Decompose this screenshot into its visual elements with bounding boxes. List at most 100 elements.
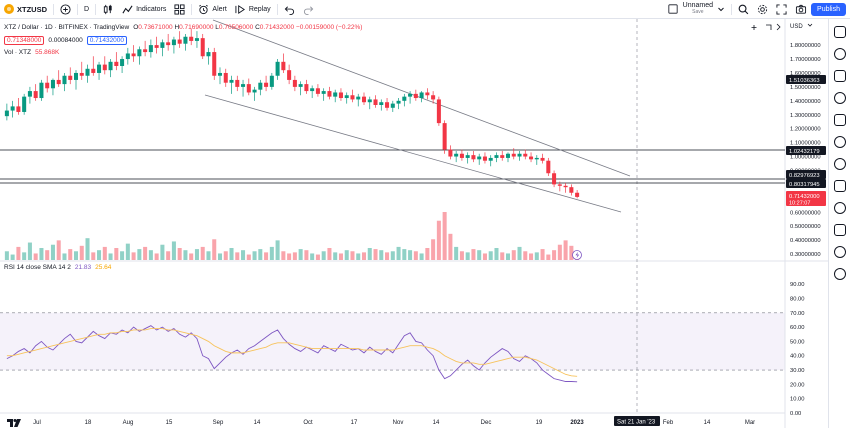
ideas-bulb-icon[interactable] — [833, 136, 846, 148]
candle-body — [327, 91, 332, 97]
candle-body — [120, 59, 125, 66]
volume-bar — [557, 244, 562, 260]
volume-bar — [419, 253, 424, 260]
sell-price-button[interactable]: 0.71348000 — [4, 36, 45, 45]
time-axis[interactable]: Jul 18 Aug 15 Sep 14 Oct 17 Nov 14 Dec 19 2023 Feb 14 M… — [33, 420, 755, 426]
layout-name-block: Unnamed Save — [683, 2, 713, 16]
data-window-icon[interactable] — [833, 70, 846, 82]
alerts-clock-icon[interactable] — [833, 48, 846, 60]
notifications-icon[interactable] — [833, 246, 846, 258]
interval-button[interactable]: D — [80, 0, 93, 19]
open-label: O — [133, 24, 139, 31]
publish-button[interactable]: Publish — [811, 2, 846, 16]
crosshair-time-label: Sat 21 Jan '23 — [617, 420, 656, 426]
candle-body — [102, 64, 107, 71]
symbol-search-button[interactable]: XTZUSD — [0, 0, 51, 19]
currency-label[interactable]: USD — [790, 24, 803, 30]
time-tick-label: 18 — [85, 420, 92, 426]
candle-body — [321, 91, 326, 94]
redo-button[interactable] — [299, 0, 318, 19]
candle-body — [269, 75, 274, 87]
price-tick-label: 1.30000000 — [790, 113, 821, 119]
rsi-label[interactable]: RSI 14 close SMA 14 2 — [4, 264, 71, 271]
divider — [77, 3, 78, 15]
candle-body — [500, 155, 505, 158]
volume-label[interactable]: Vol · XTZ — [4, 49, 32, 56]
legend-title[interactable]: XTZ / Dollar · 1D · BITFINEX · TradingVi… — [4, 24, 130, 31]
indicators-button[interactable]: Indicators — [118, 0, 170, 19]
divider — [191, 3, 193, 15]
divider — [731, 3, 733, 15]
tradingview-logo[interactable] — [7, 419, 21, 428]
chart-canvas[interactable]: 1.80000000 1.70000000 1.60000000 1.50000000… — [0, 19, 828, 428]
chat-icon[interactable] — [833, 158, 846, 170]
rsi-tick-label: 40.00 — [790, 354, 805, 360]
candle-body — [419, 92, 424, 99]
candle-body — [448, 149, 453, 157]
settings-button[interactable] — [753, 0, 772, 19]
scroll-down-arrow-icon[interactable] — [751, 25, 757, 30]
replay-label: Replay — [248, 5, 271, 13]
chart-area[interactable]: 1.80000000 1.70000000 1.60000000 1.50000000… — [0, 19, 828, 428]
layout-menu-button[interactable]: Unnamed Save — [664, 0, 729, 19]
templates-button[interactable] — [170, 0, 189, 19]
candle-body — [4, 110, 9, 117]
volume-bar — [315, 254, 320, 260]
volume-bar — [292, 252, 297, 260]
maximize-pane-icon[interactable] — [766, 24, 772, 30]
replay-button[interactable]: Replay — [231, 0, 275, 19]
candle-body — [85, 68, 90, 76]
rsi-axis[interactable]: 90.00 80.00 70.00 60.00 50.00 40.00 30.00 20.00… — [790, 282, 805, 417]
undo-button[interactable] — [280, 0, 299, 19]
candle-body — [390, 103, 395, 108]
volume-bar — [27, 242, 32, 260]
candle-body — [131, 53, 136, 57]
broadcast-icon[interactable] — [833, 202, 846, 214]
layout-status: Save — [692, 9, 704, 15]
chart-type-button[interactable] — [98, 0, 118, 19]
candle-body — [56, 79, 61, 85]
calendar-icon[interactable] — [833, 114, 846, 126]
rsi-tick-label: 50.00 — [790, 339, 805, 345]
volume-bar — [183, 250, 188, 260]
low-label: L — [215, 24, 219, 31]
volume-bar — [194, 249, 199, 260]
snapshot-button[interactable] — [791, 0, 811, 19]
channel-lower-trendline[interactable] — [204, 94, 622, 213]
candle-body — [235, 79, 240, 87]
volume-bar — [546, 254, 551, 260]
volume-bar — [402, 249, 407, 260]
price-label-level3: 0.82976923 — [789, 173, 820, 179]
candle-body — [252, 89, 257, 93]
help-icon[interactable] — [833, 268, 846, 280]
collapse-pane-icon[interactable] — [776, 23, 781, 31]
candle-body — [517, 153, 522, 157]
volume-bar — [97, 250, 102, 260]
volume-bar — [523, 251, 528, 260]
candle-body — [373, 99, 378, 105]
streams-icon[interactable] — [833, 180, 846, 192]
time-tick-label: 14 — [254, 420, 261, 426]
time-tick-label: 17 — [351, 420, 358, 426]
watchlist-icon[interactable] — [833, 26, 846, 38]
price-label-level4: 0.80317945 — [789, 182, 820, 188]
volume-bar — [488, 251, 493, 260]
volume-bar — [39, 248, 44, 260]
volume-bar — [50, 244, 55, 260]
rsi-tick-label: 0.00 — [790, 411, 801, 417]
fullscreen-button[interactable] — [772, 0, 791, 19]
buy-price-button[interactable]: 0.71432000 — [86, 36, 128, 45]
compare-symbol-button[interactable] — [56, 0, 75, 19]
rsi-tick-label: 20.00 — [790, 382, 805, 388]
candle-body — [73, 72, 79, 80]
volume-bar — [431, 239, 436, 260]
hotlists-icon[interactable] — [833, 92, 846, 104]
quick-search-button[interactable] — [734, 0, 753, 19]
candle-body — [304, 84, 309, 92]
volume-bar — [459, 251, 464, 260]
currency-chevron-icon[interactable] — [807, 23, 813, 27]
candle-body — [488, 157, 493, 161]
object-tree-icon[interactable] — [833, 224, 846, 236]
alert-button[interactable]: Alert — [194, 0, 230, 19]
